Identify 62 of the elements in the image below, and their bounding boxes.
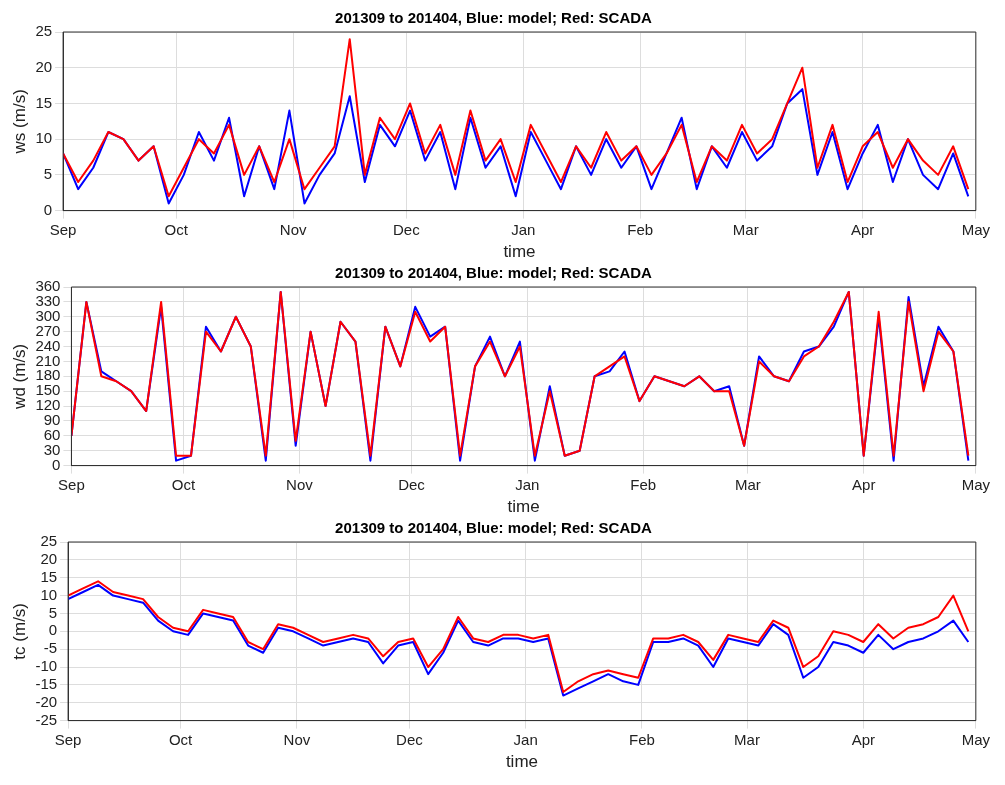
y-axis-title: ws (m/s) [9, 89, 29, 155]
x-tick-label: May [961, 475, 991, 493]
x-tick-label: Dec [392, 220, 421, 238]
y-tick-label: 150 [35, 381, 61, 399]
x-tick-label: Dec [398, 475, 426, 493]
chart-title: 201309 to 201404, Blue: model; Red: SCADA [335, 264, 653, 282]
y-tick-label: 210 [35, 351, 61, 369]
x-axis-title: time [505, 752, 539, 772]
x-axis-title: time [503, 242, 536, 262]
chart-title: 201309 to 201404, Blue: model; Red: SCADA [335, 9, 653, 27]
y-axis-title: wd (m/s) [9, 343, 29, 410]
y-tick-label: 25 [35, 22, 53, 40]
x-tick-label: Sep [49, 220, 77, 238]
y-tick-label: 180 [35, 366, 61, 384]
x-tick-label: Oct [164, 220, 189, 238]
x-tick-label: Nov [283, 730, 311, 748]
x-tick-label: Mar [732, 220, 759, 238]
x-tick-label: Sep [58, 475, 85, 493]
x-tick-label: Apr [852, 475, 876, 493]
x-tick-label: Nov [279, 220, 307, 238]
x-tick-label: Feb [629, 730, 655, 748]
x-tick-label: Apr [851, 730, 875, 748]
y-tick-label: 20 [40, 550, 58, 567]
y-tick-label: 5 [48, 603, 58, 621]
x-tick-label: May [961, 730, 991, 748]
y-tick-label: 10 [35, 129, 53, 147]
y-tick-label: 0 [52, 455, 61, 473]
x-tick-label: Dec [396, 730, 424, 748]
x-tick-label: Feb [627, 220, 654, 238]
x-tick-label: Jan [513, 730, 538, 748]
y-tick-label: -10 [35, 657, 58, 675]
x-tick-label: May [961, 220, 991, 238]
x-tick-label: Mar [734, 475, 761, 493]
y-tick-label: -25 [35, 710, 58, 728]
chart-title: 201309 to 201404, Blue: model; Red: SCADA [335, 519, 653, 537]
y-tick-label: 20 [35, 57, 53, 75]
y-axis-title: tc (m/s) [9, 602, 29, 660]
y-tick-label: 240 [35, 336, 61, 354]
y-tick-label: 0 [43, 200, 53, 218]
y-tick-label: 5 [43, 165, 53, 183]
x-tick-label: Jan [515, 475, 540, 493]
y-tick-label: 15 [35, 93, 53, 111]
x-tick-label: Nov [286, 475, 314, 493]
y-tick-label: 120 [35, 396, 61, 414]
y-tick-label: -20 [35, 692, 58, 710]
x-axis-title: time [507, 497, 540, 517]
x-tick-label: Oct [168, 730, 194, 748]
y-tick-label: 15 [40, 567, 58, 585]
x-tick-label: Jan [511, 220, 536, 238]
x-tick-label: Apr [851, 220, 875, 238]
y-tick-label: 0 [48, 621, 58, 639]
y-tick-label: -5 [43, 639, 58, 657]
x-tick-label: Sep [54, 730, 82, 748]
x-tick-label: Mar [734, 730, 760, 748]
y-tick-label: 270 [35, 321, 61, 339]
y-tick-label: 360 [35, 277, 61, 295]
y-tick-label: -15 [35, 675, 58, 693]
x-tick-label: Oct [171, 475, 197, 493]
y-tick-label: 25 [40, 532, 58, 550]
y-tick-label: 30 [43, 440, 61, 458]
y-tick-label: 10 [40, 585, 58, 603]
x-tick-label: Feb [630, 475, 657, 493]
